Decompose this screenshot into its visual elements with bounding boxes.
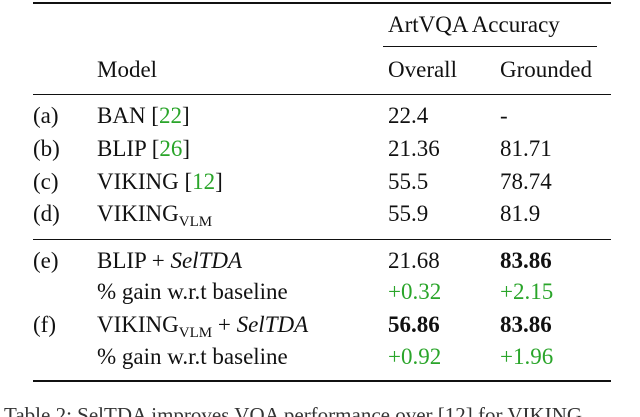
model: BAN [22] xyxy=(97,103,190,129)
citation[interactable]: 22 xyxy=(158,103,182,128)
subscript: VLM xyxy=(178,214,213,230)
bottom-rule xyxy=(33,380,611,382)
grounded: 78.74 xyxy=(500,169,552,194)
mid-rule xyxy=(33,239,611,240)
overall: 21.68 xyxy=(388,248,440,273)
model-name: + xyxy=(212,312,237,337)
row-label: (c) xyxy=(33,169,59,194)
overall: 55.9 xyxy=(388,201,429,226)
model-name: VIKING [ xyxy=(97,169,193,194)
citation[interactable]: 26 xyxy=(159,136,183,161)
overall: 55.5 xyxy=(388,169,429,194)
model-name: BAN [ xyxy=(97,103,159,128)
header-model: Model xyxy=(97,57,158,82)
overall: 21.36 xyxy=(388,136,440,161)
header-overall: Overall xyxy=(388,57,457,82)
method-name: SelTDA xyxy=(170,248,243,273)
header-grounded: Grounded xyxy=(500,57,592,82)
grounded-gain: +2.15 xyxy=(500,279,554,304)
grounded: 81.9 xyxy=(500,201,541,226)
caption: Table 2: SelTDA improves VQA performance… xyxy=(4,403,583,417)
method-name: SelTDA xyxy=(236,312,309,337)
model: VIKINGVLM xyxy=(97,201,213,230)
grounded: 83.86 xyxy=(500,248,552,273)
model-name: ] xyxy=(182,136,191,161)
grounded: - xyxy=(500,103,508,128)
row-label: (e) xyxy=(33,248,59,273)
model: BLIP [26] xyxy=(97,136,190,162)
top-rule xyxy=(33,2,611,4)
overall-gain: +0.32 xyxy=(388,279,442,304)
model: VIKING [12] xyxy=(97,169,223,195)
model-name: BLIP + xyxy=(97,248,171,273)
row-label: (a) xyxy=(33,103,59,128)
grounded: 81.71 xyxy=(500,136,552,161)
group-rule xyxy=(383,46,597,47)
model-name: VIKING xyxy=(97,312,179,337)
mid-rule xyxy=(33,94,611,95)
overall-gain: +0.92 xyxy=(388,344,442,369)
overall: 22.4 xyxy=(388,103,429,128)
row-label: (f) xyxy=(33,312,56,337)
subscript: VLM xyxy=(178,325,213,341)
model: BLIP + SelTDA xyxy=(97,248,242,274)
model-name: BLIP [ xyxy=(97,136,160,161)
row-label: (b) xyxy=(33,136,60,161)
citation[interactable]: 12 xyxy=(192,169,216,194)
model-name: ] xyxy=(215,169,223,194)
model: % gain w.r.t baseline xyxy=(97,344,288,369)
grounded-gain: +1.96 xyxy=(500,344,554,369)
grounded: 83.86 xyxy=(500,312,552,337)
row-label: (d) xyxy=(33,201,60,226)
overall: 56.86 xyxy=(388,312,440,337)
model-name: VIKING xyxy=(97,201,179,226)
group-header: ArtVQA Accuracy xyxy=(388,12,560,37)
model-name: ] xyxy=(181,103,190,128)
model: % gain w.r.t baseline xyxy=(97,279,288,304)
model: VIKINGVLM + SelTDA xyxy=(97,312,309,341)
